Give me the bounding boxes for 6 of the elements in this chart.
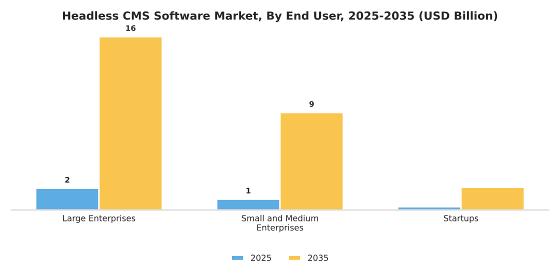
x-tick-label: Startups xyxy=(444,215,478,223)
chart-title: Headless CMS Software Market, By End User, 2025-2035 (USD Billion) xyxy=(62,11,498,22)
x-tick-label: Large Enterprises xyxy=(63,214,136,223)
legend-label: 2025 xyxy=(251,254,271,261)
x-tick-label: Small and Medium Enterprises xyxy=(242,214,318,232)
legend-label: 2035 xyxy=(308,254,328,261)
